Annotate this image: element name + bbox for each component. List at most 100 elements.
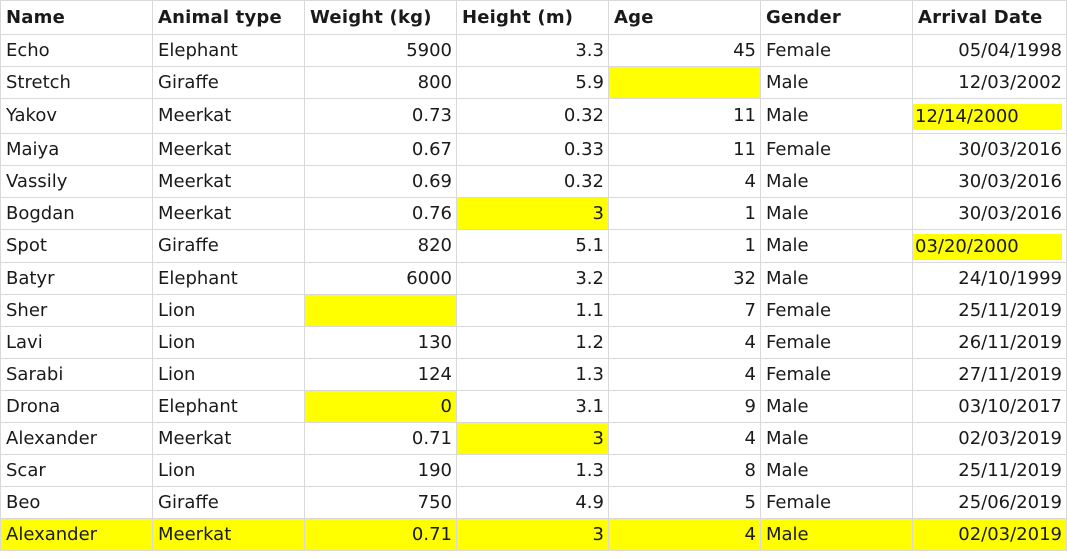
cell-name[interactable]: Yakov [0,98,153,134]
cell-name[interactable]: Lavi [0,326,153,359]
cell-name[interactable]: Vassily [0,165,153,198]
cell-name[interactable]: Maiya [0,133,153,166]
cell-arrival-date[interactable]: 12/03/2002 [912,66,1067,99]
cell-weight[interactable]: 0.73 [304,98,457,134]
cell-animal-type[interactable]: Giraffe [152,66,305,99]
cell-weight[interactable]: 0.71 [304,422,457,455]
cell-animal-type[interactable]: Meerkat [152,197,305,230]
cell-height[interactable]: 0.32 [456,165,609,198]
cell-animal-type[interactable]: Elephant [152,34,305,67]
cell-arrival-date-highlighted[interactable]: 03/20/2000 [912,229,1067,263]
cell-height[interactable]: 1.3 [456,454,609,487]
cell-name[interactable]: Stretch [0,66,153,99]
cell-age[interactable]: 32 [608,262,761,295]
cell-height[interactable]: 4.9 [456,486,609,519]
cell-gender[interactable]: Male [760,66,913,99]
cell-name[interactable]: Beo [0,486,153,519]
cell-height[interactable]: 1.2 [456,326,609,359]
cell-arrival-date[interactable]: 03/10/2017 [912,390,1067,423]
cell-name[interactable]: Scar [0,454,153,487]
cell-weight[interactable]: 750 [304,486,457,519]
cell-age[interactable]: 1 [608,197,761,230]
cell-height[interactable]: 1.3 [456,358,609,391]
cell-animal-type[interactable]: Lion [152,294,305,327]
cell-animal-type[interactable]: Lion [152,454,305,487]
cell-gender[interactable]: Male [760,229,913,263]
cell-animal-type[interactable]: Meerkat [152,133,305,166]
cell-weight[interactable]: 0.71 [304,518,457,551]
cell-gender[interactable]: Male [760,454,913,487]
cell-gender[interactable]: Female [760,486,913,519]
cell-gender[interactable]: Female [760,294,913,327]
cell-age[interactable]: 9 [608,390,761,423]
cell-name[interactable]: Sher [0,294,153,327]
cell-age[interactable]: 45 [608,34,761,67]
cell-gender[interactable]: Male [760,165,913,198]
cell-weight[interactable]: 820 [304,229,457,263]
cell-name[interactable]: Spot [0,229,153,263]
cell-gender[interactable]: Female [760,34,913,67]
cell-arrival-date[interactable]: 05/04/1998 [912,34,1067,67]
cell-name[interactable]: Batyr [0,262,153,295]
cell-height[interactable]: 1.1 [456,294,609,327]
cell-arrival-date[interactable]: 26/11/2019 [912,326,1067,359]
cell-animal-type[interactable]: Lion [152,358,305,391]
cell-weight[interactable]: 0.76 [304,197,457,230]
cell-gender[interactable]: Female [760,133,913,166]
cell-gender[interactable]: Male [760,518,913,551]
cell-name[interactable]: Alexander [0,422,153,455]
cell-height[interactable]: 0.33 [456,133,609,166]
cell-height-highlighted[interactable]: 3 [456,197,609,230]
cell-name[interactable]: Alexander [0,518,153,551]
cell-height[interactable]: 0.32 [456,98,609,134]
cell-gender[interactable]: Male [760,422,913,455]
cell-gender[interactable]: Female [760,358,913,391]
cell-arrival-date-highlighted[interactable]: 12/14/2000 [912,98,1067,134]
cell-age[interactable]: 4 [608,358,761,391]
cell-weight[interactable]: 130 [304,326,457,359]
header-cell-height[interactable]: Height (m) [456,0,609,35]
cell-age[interactable]: 11 [608,98,761,134]
cell-age[interactable]: 7 [608,294,761,327]
cell-weight[interactable]: 190 [304,454,457,487]
cell-height[interactable]: 3.2 [456,262,609,295]
cell-height[interactable]: 5.9 [456,66,609,99]
cell-age[interactable]: 4 [608,422,761,455]
header-cell-gender[interactable]: Gender [760,0,913,35]
cell-gender[interactable]: Male [760,390,913,423]
cell-name[interactable]: Echo [0,34,153,67]
cell-arrival-date[interactable]: 30/03/2016 [912,165,1067,198]
cell-name[interactable]: Sarabi [0,358,153,391]
cell-weight-highlighted[interactable]: 0 [304,390,457,423]
header-cell-arrival-date[interactable]: Arrival Date [912,0,1067,35]
cell-weight-highlighted[interactable] [304,294,457,327]
cell-age[interactable]: 5 [608,486,761,519]
header-cell-age[interactable]: Age [608,0,761,35]
cell-arrival-date[interactable]: 25/11/2019 [912,454,1067,487]
cell-weight[interactable]: 124 [304,358,457,391]
cell-weight[interactable]: 0.69 [304,165,457,198]
cell-age[interactable]: 4 [608,326,761,359]
cell-age[interactable]: 8 [608,454,761,487]
cell-weight[interactable]: 6000 [304,262,457,295]
cell-animal-type[interactable]: Lion [152,326,305,359]
cell-name[interactable]: Bogdan [0,197,153,230]
cell-animal-type[interactable]: Elephant [152,262,305,295]
header-cell-animal-type[interactable]: Animal type [152,0,305,35]
cell-gender[interactable]: Male [760,197,913,230]
cell-animal-type[interactable]: Meerkat [152,422,305,455]
header-cell-name[interactable]: Name [0,0,153,35]
cell-age-highlighted[interactable] [608,66,761,99]
header-cell-weight[interactable]: Weight (kg) [304,0,457,35]
cell-age[interactable]: 11 [608,133,761,166]
cell-animal-type[interactable]: Giraffe [152,486,305,519]
cell-animal-type[interactable]: Meerkat [152,98,305,134]
cell-gender[interactable]: Male [760,98,913,134]
cell-age[interactable]: 1 [608,229,761,263]
cell-arrival-date[interactable]: 30/03/2016 [912,133,1067,166]
cell-age[interactable]: 4 [608,518,761,551]
cell-weight[interactable]: 800 [304,66,457,99]
cell-animal-type[interactable]: Meerkat [152,518,305,551]
cell-arrival-date[interactable]: 25/11/2019 [912,294,1067,327]
cell-weight[interactable]: 0.67 [304,133,457,166]
